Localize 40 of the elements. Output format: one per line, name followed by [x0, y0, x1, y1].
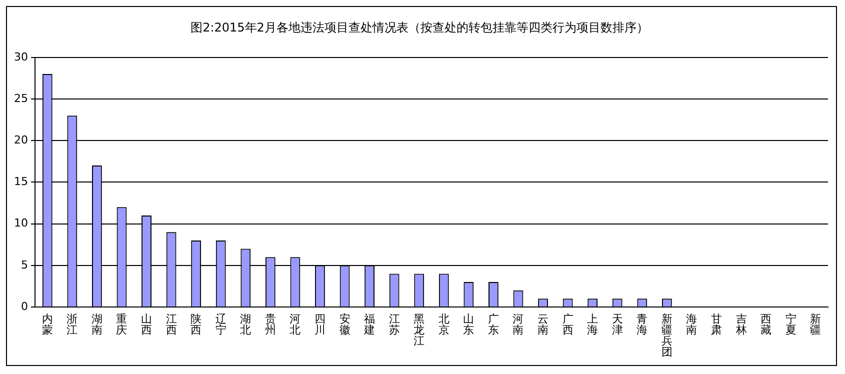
x-tick-label: 宁夏 — [785, 312, 796, 336]
y-tick-label: 30 — [14, 50, 28, 64]
y-tick-label: 5 — [20, 258, 28, 272]
x-tick-label: 内蒙 — [42, 312, 53, 336]
y-tick-label: 0 — [20, 300, 28, 313]
x-tick-label: 山西 — [141, 312, 152, 336]
x-tick-label: 湖南 — [91, 312, 102, 336]
x-tick-label: 新疆兵团 — [661, 312, 672, 358]
x-tick-label: 广东 — [488, 312, 499, 336]
x-tick-label: 江西 — [166, 312, 177, 336]
x-tick-label: 河南 — [512, 312, 524, 336]
x-tick-label: 云南 — [538, 312, 549, 336]
x-tick-label: 青海 — [636, 312, 648, 336]
x-tick-label: 甘肃 — [710, 312, 722, 336]
x-tick-label: 北京 — [438, 312, 450, 336]
x-tick-label: 安徽 — [339, 312, 350, 336]
chart-title: 图2:2015年2月各地违法项目查处情况表（按查处的转包挂靠等四类行为项目数排序） — [190, 20, 648, 34]
y-tick-label: 25 — [14, 92, 28, 105]
x-tick-label: 福建 — [363, 312, 376, 336]
x-tick-label: 江苏 — [388, 312, 400, 336]
x-tick-label: 广西 — [562, 312, 574, 336]
x-tick-label: 重庆 — [116, 312, 128, 336]
y-tick-label: 20 — [14, 133, 28, 146]
x-tick-label: 山东 — [463, 312, 474, 336]
x-tick-label: 上海 — [587, 312, 598, 336]
x-tick-label: 四川 — [314, 312, 326, 336]
x-tick-label: 吉林 — [734, 312, 747, 336]
x-tick-label: 湖北 — [240, 312, 252, 336]
x-tick-label: 天津 — [612, 312, 623, 336]
x-tick-label: 贵州 — [264, 312, 276, 336]
x-tick-label: 辽宁 — [215, 312, 226, 336]
y-tick-label: 15 — [14, 175, 28, 188]
x-tick-label: 河北 — [290, 312, 301, 336]
x-tick-label: 西藏 — [760, 312, 772, 336]
x-tick-label: 陕西 — [190, 312, 202, 336]
x-tick-label: 海南 — [686, 312, 698, 336]
x-tick-label: 浙江 — [66, 312, 78, 336]
x-tick-label: 新疆 — [810, 312, 822, 336]
x-tick-label: 黑龙江 — [414, 312, 425, 348]
y-tick-label: 10 — [14, 216, 28, 230]
